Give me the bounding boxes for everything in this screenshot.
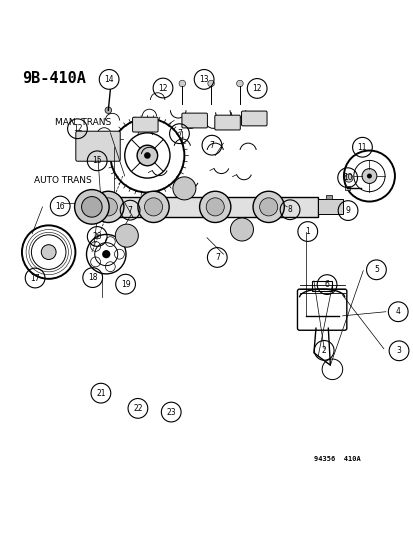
Text: 12: 12 bbox=[158, 84, 167, 93]
Text: 16: 16 bbox=[55, 201, 65, 211]
Circle shape bbox=[115, 224, 138, 247]
Circle shape bbox=[366, 174, 371, 179]
Text: AUTO TRANS: AUTO TRANS bbox=[34, 176, 92, 184]
Text: 22: 22 bbox=[133, 404, 142, 413]
Bar bbox=[311, 281, 332, 291]
Circle shape bbox=[344, 174, 352, 182]
Text: 7: 7 bbox=[209, 141, 214, 150]
Bar bbox=[344, 187, 349, 190]
Circle shape bbox=[81, 197, 102, 217]
Text: 17: 17 bbox=[30, 273, 40, 282]
Text: 20: 20 bbox=[92, 232, 102, 241]
Circle shape bbox=[236, 80, 242, 87]
Text: 12: 12 bbox=[252, 84, 261, 93]
Text: 8: 8 bbox=[287, 205, 292, 214]
Text: 23: 23 bbox=[166, 408, 176, 417]
Text: MAN. TRANS: MAN. TRANS bbox=[55, 118, 111, 127]
Circle shape bbox=[41, 245, 56, 260]
Text: 6: 6 bbox=[324, 280, 329, 289]
Text: 19: 19 bbox=[121, 280, 130, 289]
Text: 9: 9 bbox=[345, 206, 350, 215]
Text: 18: 18 bbox=[88, 273, 97, 282]
Text: 94356  410A: 94356 410A bbox=[313, 456, 360, 462]
Bar bbox=[325, 195, 332, 199]
Text: 14: 14 bbox=[104, 75, 114, 84]
Circle shape bbox=[178, 80, 185, 87]
Text: 12: 12 bbox=[73, 124, 82, 133]
Text: 21: 21 bbox=[96, 389, 105, 398]
Text: 7: 7 bbox=[127, 206, 132, 215]
Circle shape bbox=[259, 198, 277, 216]
Text: 11: 11 bbox=[357, 143, 366, 152]
Bar bbox=[317, 199, 342, 214]
Circle shape bbox=[137, 145, 157, 166]
Circle shape bbox=[105, 107, 112, 114]
Text: 9B-410A: 9B-410A bbox=[22, 71, 85, 86]
FancyBboxPatch shape bbox=[241, 111, 266, 126]
FancyBboxPatch shape bbox=[76, 131, 120, 161]
Circle shape bbox=[74, 190, 109, 224]
Circle shape bbox=[252, 191, 284, 222]
Circle shape bbox=[361, 168, 376, 183]
Circle shape bbox=[199, 191, 230, 222]
Text: 2: 2 bbox=[321, 346, 326, 355]
Text: 5: 5 bbox=[373, 265, 378, 274]
Circle shape bbox=[230, 218, 253, 241]
Text: 7: 7 bbox=[214, 253, 219, 262]
Circle shape bbox=[93, 191, 123, 222]
Text: 13: 13 bbox=[199, 75, 209, 84]
Text: 10: 10 bbox=[342, 173, 351, 182]
Bar bbox=[88, 197, 317, 217]
Text: 15: 15 bbox=[92, 156, 102, 165]
Text: 4: 4 bbox=[395, 307, 400, 316]
FancyBboxPatch shape bbox=[132, 117, 158, 132]
Circle shape bbox=[102, 250, 110, 259]
Circle shape bbox=[173, 177, 195, 200]
Circle shape bbox=[144, 198, 162, 216]
Text: 3: 3 bbox=[396, 346, 401, 356]
Text: 7: 7 bbox=[177, 129, 181, 138]
Circle shape bbox=[99, 198, 117, 216]
Circle shape bbox=[207, 80, 214, 87]
FancyBboxPatch shape bbox=[214, 115, 240, 130]
Circle shape bbox=[206, 198, 224, 216]
Circle shape bbox=[144, 152, 150, 159]
FancyBboxPatch shape bbox=[181, 113, 207, 128]
Circle shape bbox=[138, 191, 169, 222]
Text: 1: 1 bbox=[305, 227, 309, 236]
